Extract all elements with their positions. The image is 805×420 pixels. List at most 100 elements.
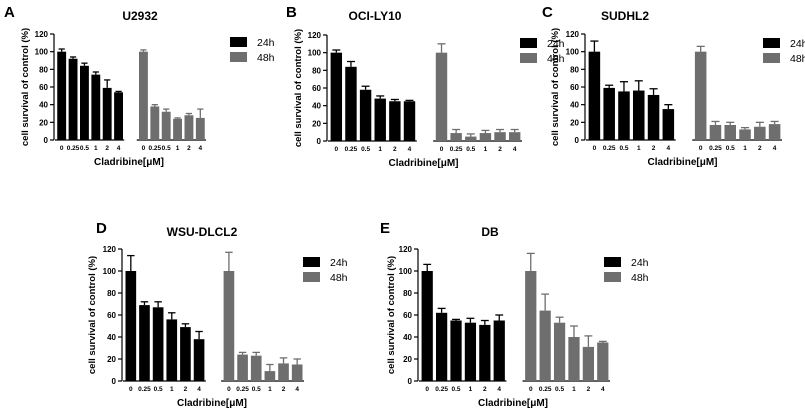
x-tick-label: 0: [593, 145, 597, 152]
legend-swatch-24h: [230, 37, 247, 47]
y-tick-label: 120: [35, 30, 49, 39]
bar-24h-4: [493, 320, 505, 381]
x-tick-label: 0: [142, 145, 146, 152]
bar-48h-0: [525, 271, 537, 381]
x-tick-label: 2: [184, 386, 188, 393]
chart-title: OCI-LY10: [349, 9, 402, 23]
x-tick-label: 0.25: [709, 145, 722, 152]
panel-letter: C: [542, 4, 553, 21]
bar-48h-0: [223, 271, 235, 381]
chart-title: SUDHL2: [601, 9, 649, 23]
bar-24h-4: [193, 339, 205, 381]
legend-label-24h: 24h: [330, 257, 348, 269]
chart-panel-d: D WSU-DLCL2 cell survival of control (%) 0 2…: [87, 220, 348, 409]
panel-letter: B: [286, 4, 297, 21]
x-tick-label: 1: [469, 386, 473, 393]
y-tick-label: 20: [312, 119, 321, 128]
x-tick-label: 2: [187, 145, 191, 152]
bar-24h-0.25: [603, 87, 615, 140]
bar-24h-2: [180, 327, 191, 381]
x-tick-label: 1: [637, 145, 641, 152]
y-axis-label: cell survival of control (%): [293, 29, 304, 147]
y-tick-label: 100: [566, 48, 580, 57]
bar-48h-0: [139, 51, 148, 140]
x-tick-label: 0.25: [603, 145, 616, 152]
x-tick-label: 0.5: [154, 386, 163, 393]
x-axis-label: Cladribine[μM]: [388, 158, 458, 169]
legend-label-48h: 48h: [547, 53, 565, 65]
y-tick-label: 120: [103, 245, 117, 254]
bar-24h-0.5: [80, 65, 89, 140]
y-tick-label: 0: [575, 136, 580, 145]
bar-24h-0.25: [345, 66, 357, 141]
x-tick-label: 1: [378, 146, 382, 153]
bar-48h-0.25: [450, 133, 462, 141]
bar-24h-2: [647, 94, 660, 140]
bar-48h-0.25: [709, 124, 722, 140]
x-tick-label: 0: [335, 146, 339, 153]
x-tick-label: 0.5: [726, 145, 735, 152]
x-tick-label: 0.5: [451, 386, 460, 393]
x-tick-label: 4: [295, 386, 299, 393]
legend-swatch-48h: [604, 272, 621, 282]
x-tick-label: 4: [667, 145, 671, 152]
bar-24h-0: [330, 52, 343, 141]
bar-48h-1: [479, 133, 492, 141]
bar-48h-1: [264, 371, 276, 381]
bar-24h-0.5: [618, 91, 630, 140]
y-tick-label: 80: [570, 65, 579, 74]
bar-48h-0.25: [539, 310, 551, 381]
legend-label-24h: 24h: [547, 38, 565, 50]
x-tick-label: 1: [484, 146, 488, 153]
y-axis-label: cell survival of control (%): [386, 256, 397, 374]
y-tick-label: 40: [107, 333, 116, 342]
y-axis-label: cell survival of control (%): [550, 28, 561, 146]
bar-24h-2: [479, 324, 491, 381]
bar-48h-2: [278, 363, 289, 381]
x-tick-label: 2: [105, 145, 109, 152]
y-tick-label: 100: [308, 49, 322, 58]
x-axis-label: Cladribine[μM]: [177, 398, 247, 409]
bar-48h-2: [184, 115, 194, 140]
y-tick-label: 20: [39, 118, 48, 127]
legend-swatch-48h: [303, 272, 320, 282]
bar-48h-4: [291, 364, 303, 381]
y-tick-label: 100: [35, 48, 49, 57]
bar-24h-4: [662, 109, 675, 140]
y-tick-label: 80: [39, 65, 48, 74]
x-tick-label: 1: [170, 386, 174, 393]
legend-label-24h: 24h: [257, 37, 275, 49]
x-tick-label: 0: [529, 386, 533, 393]
x-tick-label: 0: [699, 145, 703, 152]
bar-48h-0.5: [724, 124, 737, 140]
bar-48h-1: [173, 118, 182, 140]
bar-24h-0.5: [450, 320, 462, 381]
bar-24h-1: [464, 322, 477, 381]
x-axis-label: Cladribine[μM]: [478, 398, 548, 409]
x-tick-label: 4: [117, 145, 121, 152]
bar-24h-0: [57, 51, 67, 140]
bar-48h-4: [768, 124, 781, 140]
x-tick-label: 0: [60, 145, 64, 152]
chart-title: DB: [481, 225, 499, 239]
y-tick-label: 20: [403, 355, 412, 364]
bar-24h-1: [374, 98, 386, 141]
bar-24h-0.5: [152, 307, 164, 381]
x-tick-label: 0.5: [555, 386, 564, 393]
legend-label-48h: 48h: [790, 53, 805, 65]
bar-48h-0.25: [150, 106, 160, 140]
legend-swatch-48h: [520, 53, 537, 63]
x-tick-label: 1: [176, 145, 180, 152]
x-tick-label: 0: [227, 386, 231, 393]
y-tick-label: 40: [312, 102, 321, 111]
bar-48h-4: [195, 117, 205, 140]
chart-title: U2932: [122, 9, 158, 23]
x-tick-label: 4: [513, 146, 517, 153]
x-tick-label: 1: [268, 386, 272, 393]
x-tick-label: 0.5: [619, 145, 628, 152]
x-tick-label: 2: [483, 386, 487, 393]
y-tick-label: 20: [570, 118, 579, 127]
x-tick-label: 4: [197, 386, 201, 393]
